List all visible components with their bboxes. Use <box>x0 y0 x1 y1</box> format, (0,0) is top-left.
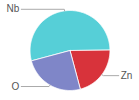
svg-text:Nb: Nb <box>6 3 19 14</box>
svg-text:Zn: Zn <box>121 70 133 81</box>
svg-text:O: O <box>11 81 19 92</box>
